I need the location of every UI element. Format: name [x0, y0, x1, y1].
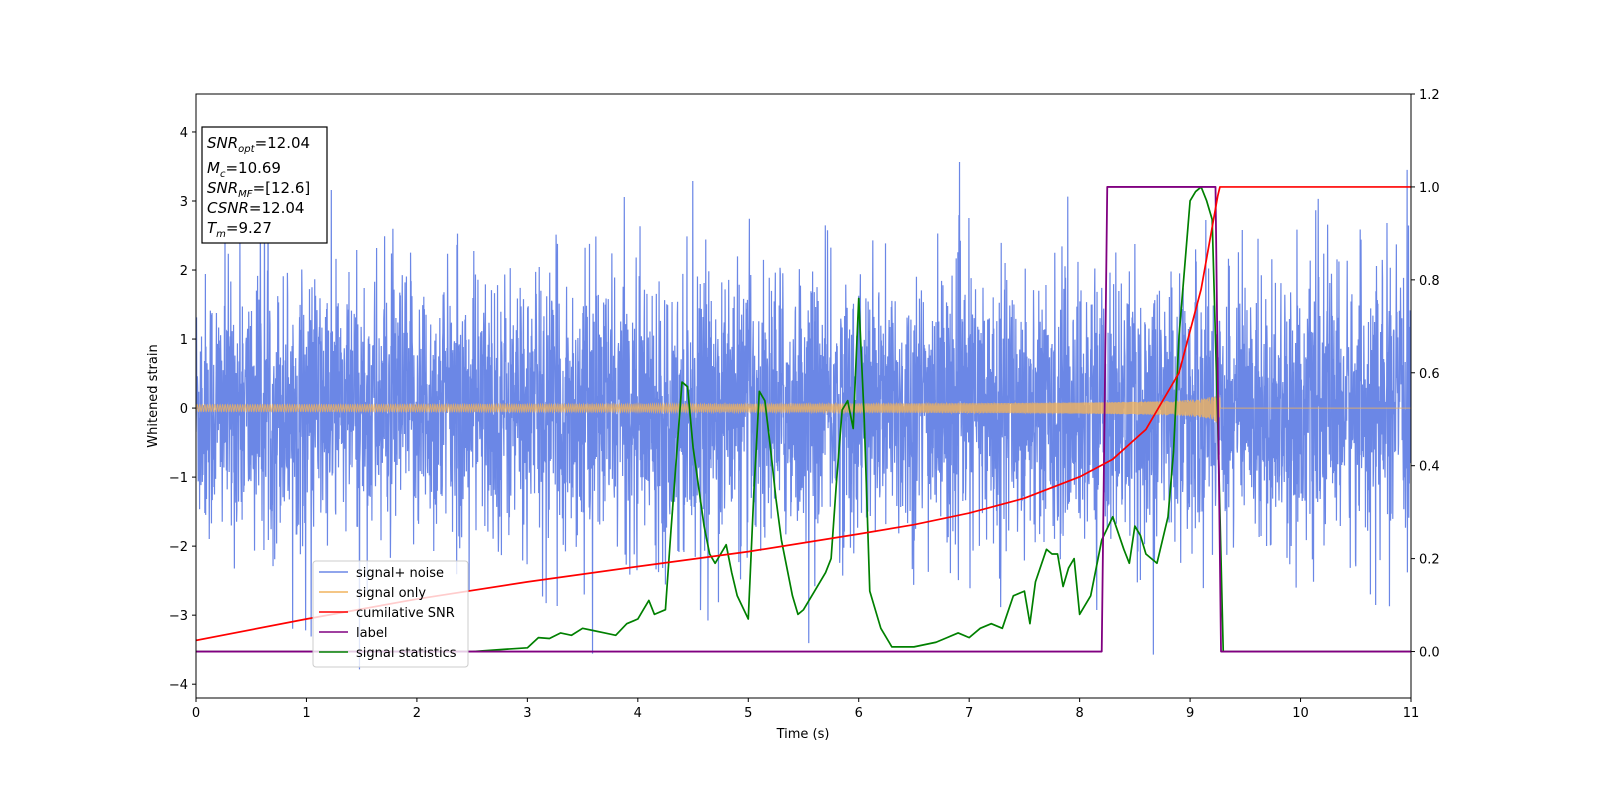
x-axis: 0 1 2 3 4 5 6 7 8 9 10 11	[192, 698, 1419, 721]
x-tick-label: 8	[1075, 706, 1083, 721]
plot-frame	[195, 93, 1412, 699]
legend-label-label: label	[356, 626, 387, 641]
series-signal-noise	[196, 157, 1411, 670]
legend-item-signal-statistics: signal statistics	[319, 646, 457, 661]
x-tick-label: 9	[1186, 706, 1194, 721]
y2-tick-label: 0.4	[1419, 460, 1440, 475]
info-snr-mf: SNRMF=[12.6]	[207, 179, 310, 200]
x-axis-label: Time (s)	[776, 727, 830, 742]
legend: signal+ noise signal only cumilative SNR…	[312, 560, 469, 668]
series-cumulative-snr	[196, 186, 1411, 642]
x-tick-label: 2	[413, 706, 421, 721]
info-tm: Tm=9.27	[207, 219, 272, 240]
info-snr-opt: SNRopt=12.04	[207, 134, 310, 155]
info-box-frame	[201, 126, 328, 244]
legend-label-signal-noise: signal+ noise	[356, 566, 444, 581]
x-tick-label: 5	[744, 706, 752, 721]
y2-tick-label: 0.8	[1419, 274, 1440, 289]
info-box: SNRopt=12.04 Mc=10.69 SNRMF=[12.6] CSNR=…	[201, 126, 328, 244]
y-axis-left: −4 −3 −2 −1 0 1 2 3 4	[169, 126, 196, 693]
legend-item-signal-noise: signal+ noise	[319, 566, 444, 581]
legend-label-cumulative-snr: cumilative SNR	[356, 606, 455, 621]
y-tick-label: 0	[180, 402, 188, 417]
legend-item-label: label	[319, 626, 387, 641]
x-tick-label: 0	[192, 706, 200, 721]
x-tick-label: 1	[302, 706, 310, 721]
x-tick-label: 4	[634, 706, 642, 721]
x-tick-label: 6	[855, 706, 863, 721]
series-layer	[196, 157, 1411, 670]
legend-label-signal-only: signal only	[356, 586, 426, 601]
y-tick-label: −3	[169, 609, 188, 624]
info-mc: Mc=10.69	[207, 159, 281, 180]
y-tick-label: 3	[180, 195, 188, 210]
y2-tick-label: 0.0	[1419, 646, 1440, 661]
legend-frame	[312, 560, 469, 668]
y-tick-label: −1	[169, 471, 188, 486]
y-axis-right: 0.0 0.2 0.4 0.6 0.8 1.0 1.2	[1411, 88, 1440, 661]
legend-item-cumulative-snr: cumilative SNR	[319, 606, 455, 621]
series-label	[196, 186, 1411, 653]
y2-tick-label: 1.2	[1419, 88, 1440, 103]
x-tick-label: 3	[523, 706, 531, 721]
x-tick-label: 11	[1403, 706, 1420, 721]
legend-item-signal-only: signal only	[319, 586, 426, 601]
series-signal-statistics	[196, 186, 1411, 653]
y2-tick-label: 0.2	[1419, 553, 1440, 568]
y-tick-label: 2	[180, 264, 188, 279]
series-signal-only	[196, 392, 1411, 423]
y-axis-label: Whitened strain	[146, 344, 161, 447]
info-csnr: CSNR=12.04	[207, 199, 304, 217]
legend-label-signal-statistics: signal statistics	[356, 646, 457, 661]
y-tick-label: −4	[169, 678, 188, 693]
y2-tick-label: 0.6	[1419, 367, 1440, 382]
y-tick-label: −2	[169, 540, 188, 555]
y-tick-label: 4	[180, 126, 188, 141]
x-tick-label: 7	[965, 706, 973, 721]
y-tick-label: 1	[180, 333, 188, 348]
y2-tick-label: 1.0	[1419, 181, 1440, 196]
x-tick-label: 10	[1292, 706, 1309, 721]
